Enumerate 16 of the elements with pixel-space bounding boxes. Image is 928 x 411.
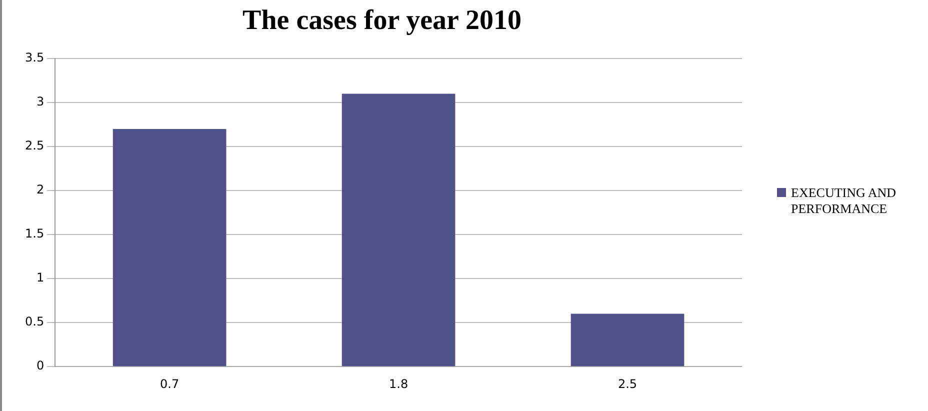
bar	[342, 94, 456, 366]
y-tick-label: 1	[36, 270, 44, 285]
bar	[112, 129, 226, 366]
x-tick-label: 2.5	[618, 376, 638, 391]
y-tick-label: 2	[36, 182, 44, 197]
x-tick-label: 0.7	[160, 376, 180, 391]
bar	[570, 314, 684, 366]
y-tick-label: 2.5	[24, 138, 44, 153]
x-tick-label: 1.8	[388, 376, 408, 391]
y-tick-label: 3	[36, 94, 44, 109]
chart-title: The cases for year 2010	[242, 5, 522, 36]
y-tick-label: 0	[36, 358, 44, 373]
y-tick-label: 3.5	[24, 50, 44, 65]
legend-label: EXECUTING AND PERFORMANCE	[791, 185, 898, 217]
y-tick-label: 0.5	[24, 314, 44, 329]
y-tick-label: 1.5	[24, 226, 44, 241]
